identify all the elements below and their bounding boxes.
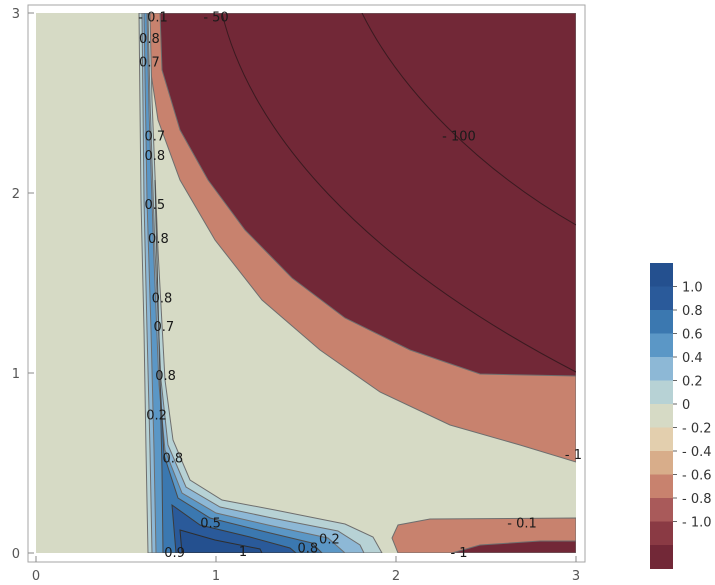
contour-label: - 0.1 — [138, 11, 168, 26]
x-tick-label: 0 — [32, 569, 40, 584]
contour-label: 0.2 — [319, 533, 340, 548]
y-tick-label: 3 — [12, 7, 20, 22]
contour-label: 0.5 — [200, 516, 221, 531]
legend: 1.0 0.8 0.6 0.4 0.2 0 - 0.2 - 0.4 - 0.6 - 0.8 - 1.… — [650, 263, 712, 569]
contour-region-deep-negative-bottom — [451, 540, 576, 553]
legend-label: 1.0 — [682, 281, 703, 296]
contour-label: 0.8 — [297, 542, 318, 557]
contour-labels: - 0.1 - 50 0.8 0.7 0.7 0.8 - 100 0.5 0.8 0.8 0.7 0.… — [138, 11, 582, 561]
contour-label: - 1 — [450, 546, 467, 561]
legend-label: 0.8 — [682, 304, 703, 319]
contour-label: 0.8 — [162, 452, 183, 467]
legend-label: 0.4 — [682, 351, 703, 366]
legend-label: 0.2 — [682, 375, 703, 390]
legend-swatch — [650, 310, 673, 334]
contour-label: 0.5 — [144, 198, 165, 213]
legend-swatch — [650, 521, 673, 546]
legend-swatch — [650, 427, 673, 452]
legend-swatch — [650, 357, 673, 381]
contour-label: 0.8 — [139, 32, 160, 47]
legend-swatch — [650, 498, 673, 522]
contour-line-minus-100 — [361, 13, 576, 226]
x-tick-label: 1 — [212, 569, 220, 584]
y-axis: 0 1 2 3 — [12, 7, 34, 562]
contour-label: 0.2 — [146, 408, 167, 423]
plot-frame — [27, 4, 586, 563]
contour-label: - 0.1 — [507, 516, 537, 531]
contour-label: 0.7 — [139, 56, 160, 71]
contour-region-peak — [179, 529, 263, 553]
x-tick-label: 3 — [572, 569, 580, 584]
legend-swatch — [650, 404, 673, 428]
y-tick-label: 2 — [12, 187, 20, 202]
contour-label: 0.9 — [164, 546, 185, 561]
legend-label: - 0.2 — [682, 422, 712, 437]
legend-swatch — [650, 451, 673, 475]
y-tick-label: 1 — [12, 367, 20, 382]
x-axis: 0 1 2 3 — [32, 556, 580, 584]
legend-label: 0.6 — [682, 328, 703, 343]
legend-swatch — [650, 474, 673, 499]
contour-label: - 50 — [203, 11, 228, 26]
contour-label: - 100 — [442, 129, 476, 144]
legend-label: - 0.6 — [682, 469, 712, 484]
contour-region-deep-negative — [159, 13, 576, 377]
contour-fills — [36, 13, 576, 553]
contour-label: - 1 — [565, 448, 582, 463]
legend-label: - 0.8 — [682, 492, 712, 507]
legend-swatch — [650, 286, 673, 311]
legend-swatch — [650, 263, 673, 287]
contour-label: 0.8 — [152, 291, 173, 306]
y-tick-label: 0 — [12, 547, 20, 562]
legend-label: - 1.0 — [682, 516, 712, 531]
legend-label: - 0.4 — [682, 445, 712, 460]
contour-label: 0.8 — [155, 369, 176, 384]
contour-region-positive-0.8 — [154, 179, 323, 553]
contour-line-minus-50 — [221, 13, 576, 373]
legend-swatch — [650, 380, 673, 405]
legend-swatch — [650, 545, 673, 569]
legend-swatch — [650, 333, 673, 358]
legend-label: 0 — [682, 398, 690, 413]
x-tick-label: 2 — [392, 569, 400, 584]
contour-label: 0.7 — [153, 320, 174, 335]
contour-label: 0.7 — [144, 129, 165, 144]
contour-label: 0.8 — [144, 149, 165, 164]
contour-label: 0.8 — [148, 232, 169, 247]
contour-label: 1 — [239, 545, 247, 560]
